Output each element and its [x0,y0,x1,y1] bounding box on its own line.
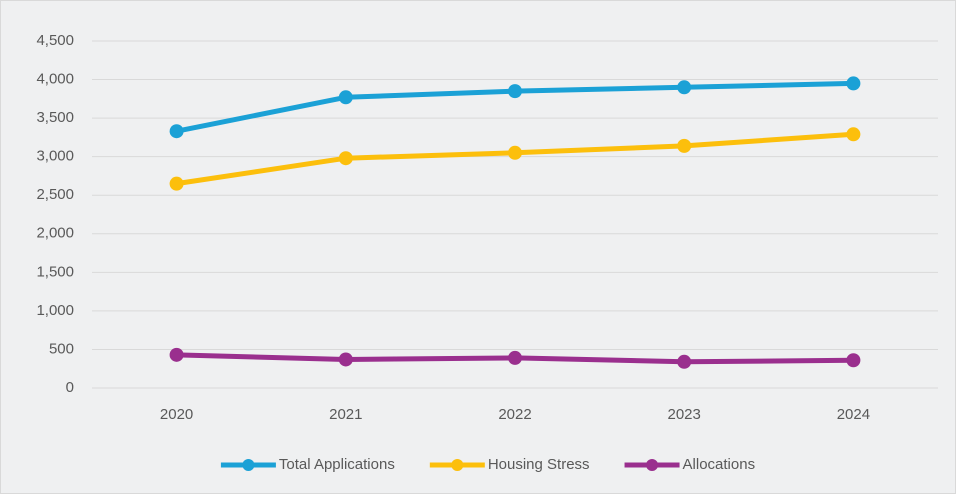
data-point [508,84,522,99]
legend-label: Allocations [683,456,756,473]
x-tick-label: 2022 [498,406,531,423]
data-point [338,151,353,166]
x-tick-label: 2020 [160,406,193,423]
data-point [169,347,184,362]
y-tick-label: 2,000 [36,225,74,242]
data-point [677,80,692,95]
y-tick-label: 4,500 [36,32,74,49]
y-tick-label: 3,000 [36,148,74,165]
legend-label: Total Applications [279,456,395,473]
data-point [169,124,184,139]
data-point [508,350,522,365]
data-point [677,138,692,153]
legend-label: Housing Stress [488,456,590,473]
data-point [846,353,861,368]
y-tick-label: 3,500 [36,109,74,126]
legend-marker [242,459,255,471]
x-tick-label: 2024 [837,406,870,423]
y-tick-label: 2,500 [36,186,74,203]
data-point [677,354,692,369]
y-tick-label: 1,000 [36,302,74,319]
data-point [338,352,353,367]
legend-item: Allocations [624,456,756,473]
data-point [338,90,353,105]
y-tick-label: 0 [66,379,74,396]
data-point [508,145,522,160]
y-tick-label: 1,500 [36,263,74,280]
y-tick-label: 500 [49,340,74,357]
legend-item: Total Applications [220,456,395,473]
data-point [846,127,861,142]
legend-marker [451,459,464,471]
x-tick-label: 2021 [329,406,362,423]
x-tick-label: 2023 [668,406,701,423]
data-point [846,76,861,91]
y-tick-label: 4,000 [36,71,74,88]
legend-item: Housing Stress [429,456,590,473]
legend-marker [646,459,659,471]
data-point [169,176,184,191]
